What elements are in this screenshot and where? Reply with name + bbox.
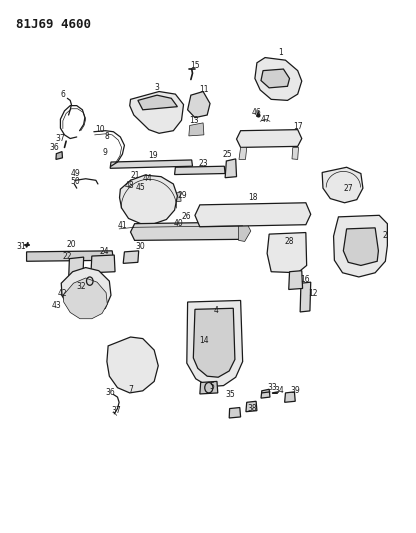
Polygon shape [193, 308, 235, 377]
Text: 19: 19 [148, 151, 158, 160]
Text: 2: 2 [383, 231, 388, 240]
Text: 23: 23 [198, 159, 208, 167]
Text: 81J69 4600: 81J69 4600 [16, 19, 92, 31]
Polygon shape [343, 228, 379, 265]
Polygon shape [292, 148, 299, 159]
Polygon shape [131, 222, 245, 240]
Polygon shape [138, 95, 177, 110]
Polygon shape [134, 188, 145, 197]
Text: 40: 40 [174, 219, 183, 228]
Text: 4: 4 [214, 306, 218, 316]
Polygon shape [200, 382, 218, 394]
Text: 36: 36 [49, 143, 59, 152]
Text: 46: 46 [251, 108, 261, 117]
Text: 22: 22 [62, 252, 72, 261]
Text: 36: 36 [105, 389, 115, 398]
Text: 21: 21 [131, 171, 140, 180]
Polygon shape [229, 408, 240, 418]
Text: 49: 49 [71, 169, 80, 178]
Polygon shape [27, 251, 114, 261]
Polygon shape [63, 278, 107, 319]
Polygon shape [300, 282, 311, 312]
Polygon shape [267, 232, 307, 273]
Text: 34: 34 [275, 386, 284, 395]
Text: 44: 44 [143, 174, 153, 183]
Text: 20: 20 [67, 240, 76, 249]
Text: 45: 45 [136, 183, 146, 191]
Polygon shape [91, 255, 115, 273]
Polygon shape [130, 179, 142, 196]
Text: 35: 35 [225, 390, 235, 399]
Text: 32: 32 [76, 282, 86, 291]
Text: 6: 6 [61, 90, 66, 99]
Polygon shape [255, 58, 302, 100]
Text: 9: 9 [103, 148, 108, 157]
Text: 43: 43 [52, 301, 61, 310]
Text: 29: 29 [178, 191, 188, 200]
Text: 10: 10 [95, 125, 105, 134]
Text: 50: 50 [71, 177, 80, 187]
Text: 37: 37 [56, 134, 65, 143]
Polygon shape [285, 392, 295, 402]
Polygon shape [189, 123, 204, 136]
Text: 47: 47 [261, 115, 271, 124]
Text: 41: 41 [118, 221, 127, 230]
Text: 33: 33 [267, 383, 277, 392]
Polygon shape [289, 271, 302, 289]
Polygon shape [195, 203, 311, 227]
Text: 14: 14 [199, 336, 209, 345]
Text: 42: 42 [57, 289, 67, 298]
Text: 26: 26 [182, 212, 192, 221]
Text: 25: 25 [223, 150, 233, 159]
Text: 12: 12 [308, 289, 318, 298]
Polygon shape [107, 337, 158, 393]
Polygon shape [261, 389, 270, 398]
Polygon shape [322, 167, 363, 203]
Text: 31: 31 [17, 242, 26, 251]
Polygon shape [187, 301, 243, 386]
Text: 13: 13 [189, 116, 198, 125]
Text: 1: 1 [278, 48, 283, 57]
Text: 15: 15 [190, 61, 200, 70]
Polygon shape [237, 130, 302, 148]
Text: 28: 28 [285, 237, 294, 246]
Text: 8: 8 [104, 133, 109, 141]
Polygon shape [225, 159, 237, 177]
Text: 5: 5 [210, 382, 215, 391]
Polygon shape [246, 401, 257, 411]
Text: 18: 18 [248, 193, 258, 202]
Polygon shape [61, 268, 111, 314]
Text: 38: 38 [247, 404, 257, 413]
Text: 16: 16 [300, 275, 310, 284]
Polygon shape [119, 175, 177, 224]
Text: 7: 7 [128, 385, 133, 394]
Text: 27: 27 [344, 184, 354, 192]
Polygon shape [69, 257, 84, 281]
Polygon shape [56, 151, 62, 159]
Polygon shape [261, 69, 290, 88]
Polygon shape [239, 148, 247, 159]
Polygon shape [188, 92, 210, 118]
Polygon shape [334, 215, 387, 277]
Text: 17: 17 [293, 122, 302, 131]
Polygon shape [175, 166, 225, 175]
Text: 24: 24 [99, 247, 109, 256]
Text: 3: 3 [155, 83, 159, 92]
Polygon shape [172, 192, 181, 202]
Text: 39: 39 [291, 386, 300, 395]
Text: 37: 37 [111, 406, 121, 415]
Polygon shape [238, 220, 251, 241]
Polygon shape [130, 92, 183, 133]
Text: 11: 11 [199, 85, 209, 94]
Polygon shape [123, 251, 139, 263]
Text: 30: 30 [136, 242, 146, 251]
Text: 48: 48 [125, 181, 134, 190]
Polygon shape [110, 160, 193, 168]
